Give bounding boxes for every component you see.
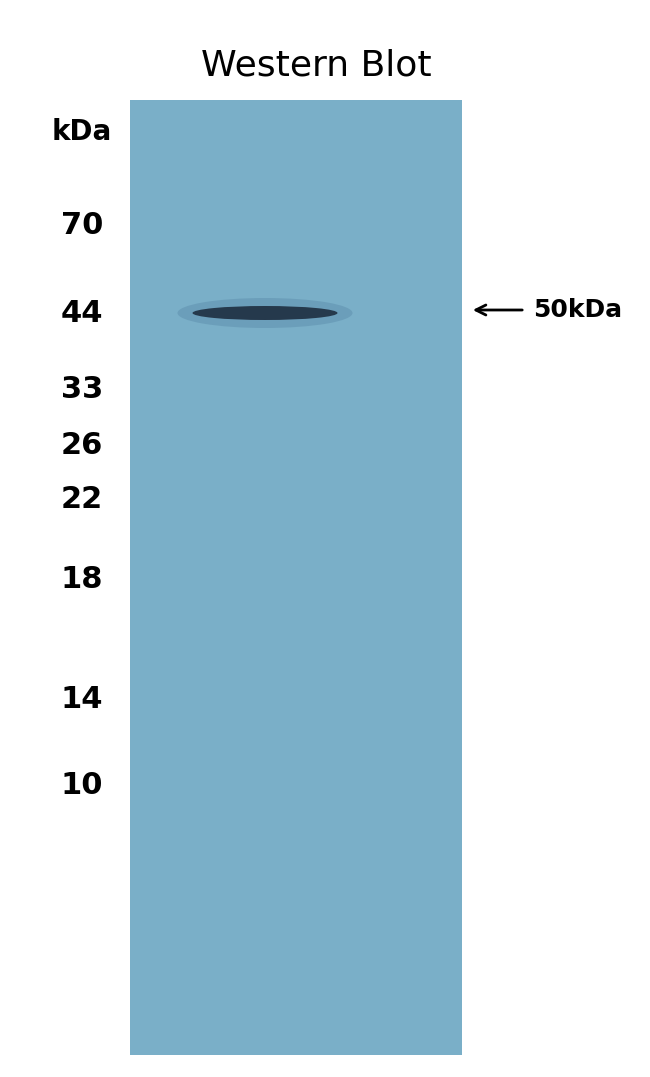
Bar: [130, 100, 462, 1055]
Ellipse shape: [177, 298, 352, 328]
Text: 14: 14: [60, 685, 103, 714]
Text: 22: 22: [60, 486, 103, 515]
Text: 33: 33: [60, 376, 103, 405]
Text: 18: 18: [60, 565, 103, 595]
Text: 50kDa: 50kDa: [533, 298, 622, 322]
Text: 44: 44: [60, 298, 103, 327]
Text: Western Blot: Western Blot: [201, 48, 432, 82]
Text: kDa: kDa: [52, 118, 112, 146]
Ellipse shape: [192, 306, 337, 320]
Text: 10: 10: [60, 770, 103, 799]
Text: 70: 70: [60, 210, 103, 239]
Text: 26: 26: [60, 431, 103, 460]
